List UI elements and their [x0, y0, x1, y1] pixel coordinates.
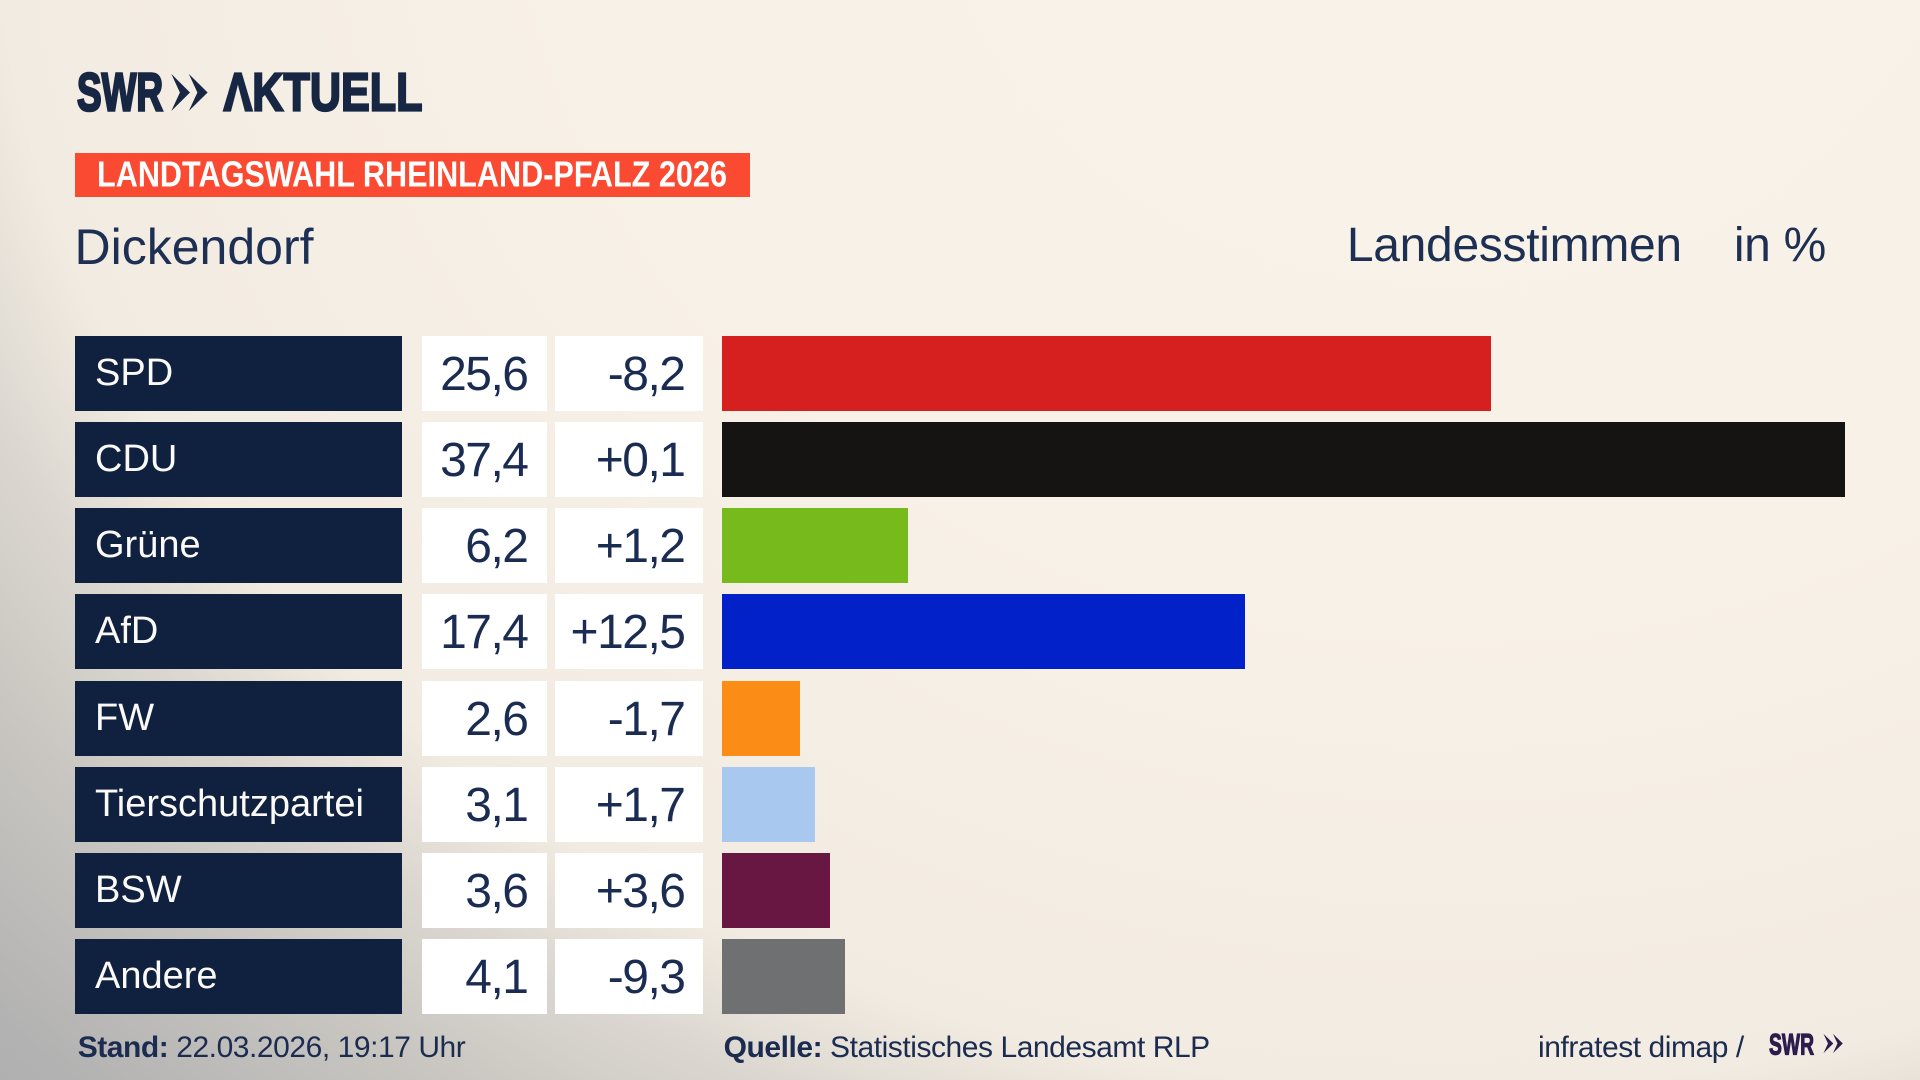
svg-text:SWR: SWR — [77, 71, 163, 117]
svg-text:LANDTAGSWAHL RHEINLAND-PFALZ 2: LANDTAGSWAHL RHEINLAND-PFALZ 2026 — [97, 153, 727, 194]
svg-text:SWR: SWR — [1769, 1031, 1814, 1059]
svg-text:ΛKTUELL: ΛKTUELL — [224, 71, 423, 117]
